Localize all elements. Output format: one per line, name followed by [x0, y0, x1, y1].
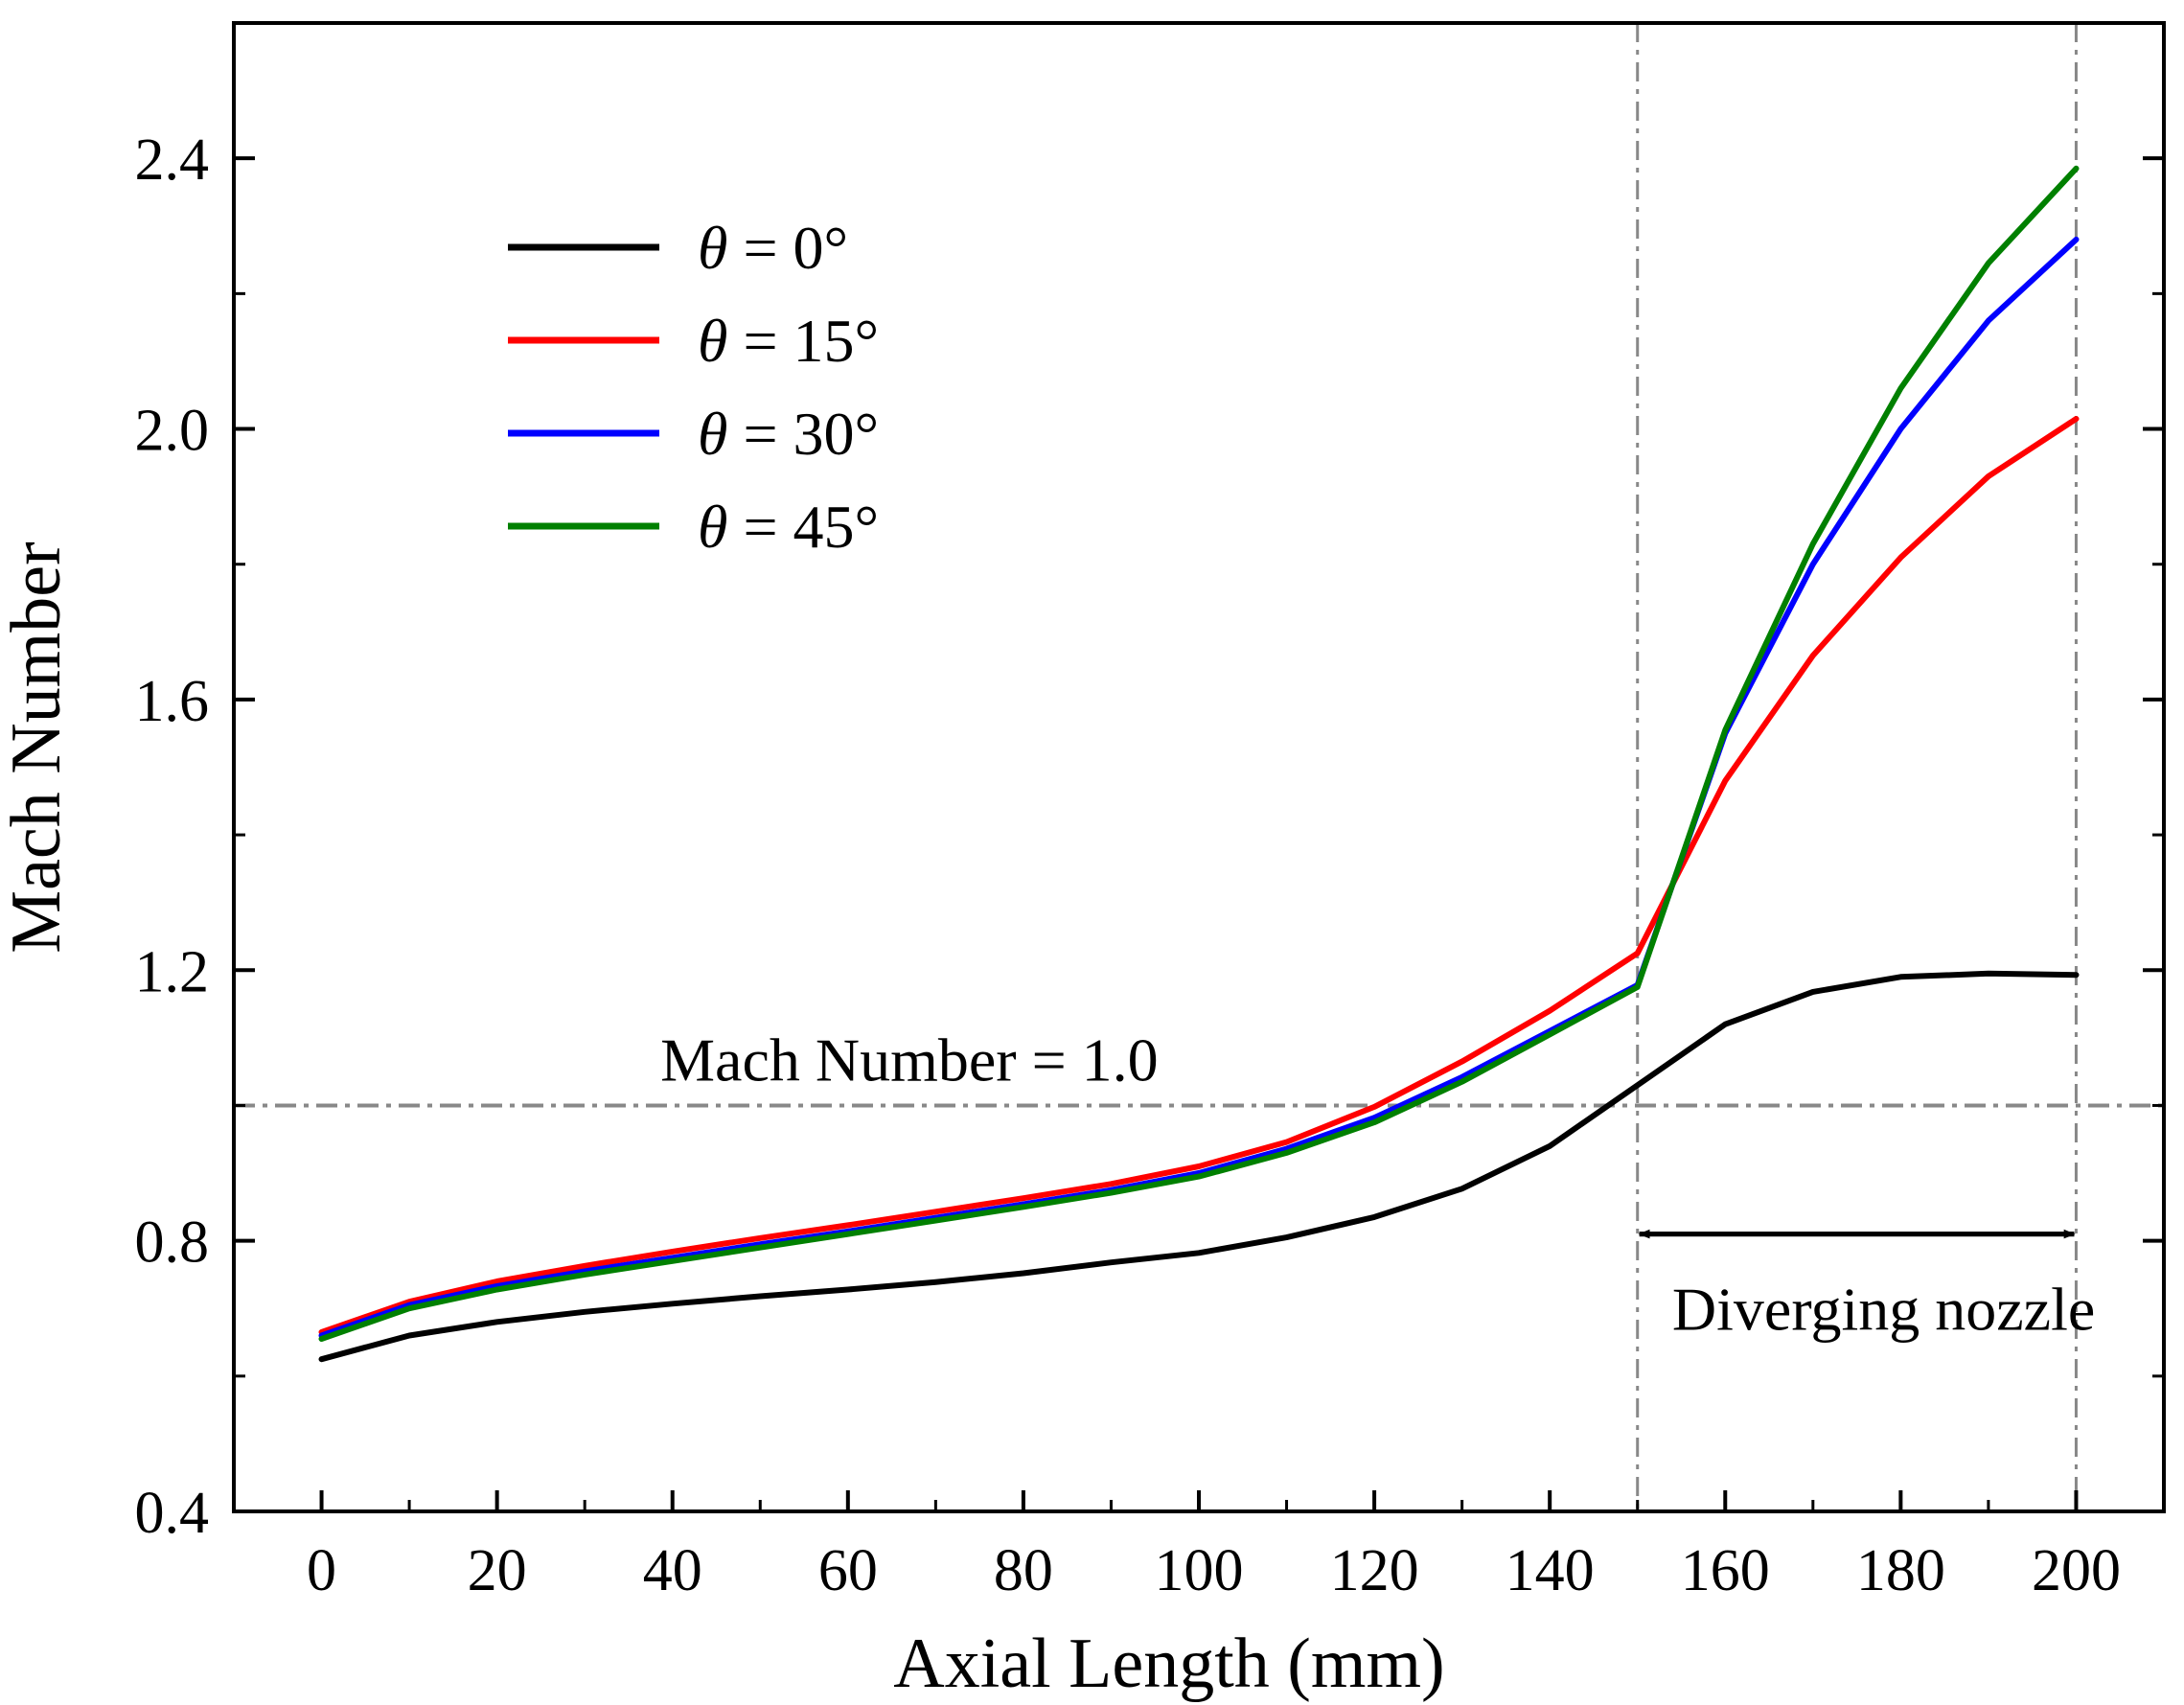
annotation-layer: Diverging nozzle	[1638, 1229, 2095, 1344]
legend-label-0: θ = 0°	[698, 214, 848, 282]
x-tick-label: 100	[1155, 1538, 1244, 1603]
diverging-nozzle-label: Diverging nozzle	[1672, 1276, 2095, 1344]
legend-label-1: θ = 15°	[698, 307, 879, 375]
x-tick-label: 40	[643, 1538, 702, 1603]
x-tick-label: 200	[2032, 1538, 2121, 1603]
series-lines	[318, 165, 2080, 1363]
x-tick-label: 180	[1856, 1538, 1945, 1603]
legend: θ = 0° θ = 15° θ = 30° θ = 45°	[508, 214, 879, 561]
reference-lines: Mach Number = 1.0	[234, 23, 2164, 1511]
series-line-0	[318, 970, 2080, 1363]
x-axis-ticks: 0 20 40 60 80 100 120 140 160 180 200	[307, 1490, 2121, 1603]
legend-label-3: θ = 45°	[698, 493, 879, 561]
y-tick-label: 1.6	[135, 669, 210, 734]
series-line-1	[318, 416, 2080, 1335]
y-tick-label: 1.2	[135, 939, 210, 1004]
y-tick-label: 0.4	[135, 1481, 210, 1546]
y-tick-label: 2.0	[135, 399, 210, 464]
series-line-3	[318, 165, 2080, 1342]
series-line-2	[318, 236, 2080, 1339]
x-tick-label: 20	[468, 1538, 527, 1603]
y-tick-label: 0.8	[135, 1210, 210, 1276]
x-tick-label: 140	[1506, 1538, 1595, 1603]
x-tick-label: 160	[1681, 1538, 1770, 1603]
y-tick-label: 2.4	[135, 127, 210, 193]
y-axis-ticks: 0.4 0.8 1.2 1.6 2.0 2.4	[135, 127, 2164, 1546]
x-tick-label: 80	[994, 1538, 1053, 1603]
y-axis-title: Mach Number	[0, 541, 76, 953]
x-tick-label: 120	[1330, 1538, 1419, 1603]
x-axis-title: Axial Length (mm)	[893, 1624, 1444, 1703]
mach-one-label: Mach Number = 1.0	[660, 1025, 1159, 1094]
legend-label-2: θ = 30°	[698, 400, 879, 468]
x-tick-label: 60	[818, 1538, 878, 1603]
x-tick-label: 0	[307, 1538, 336, 1603]
